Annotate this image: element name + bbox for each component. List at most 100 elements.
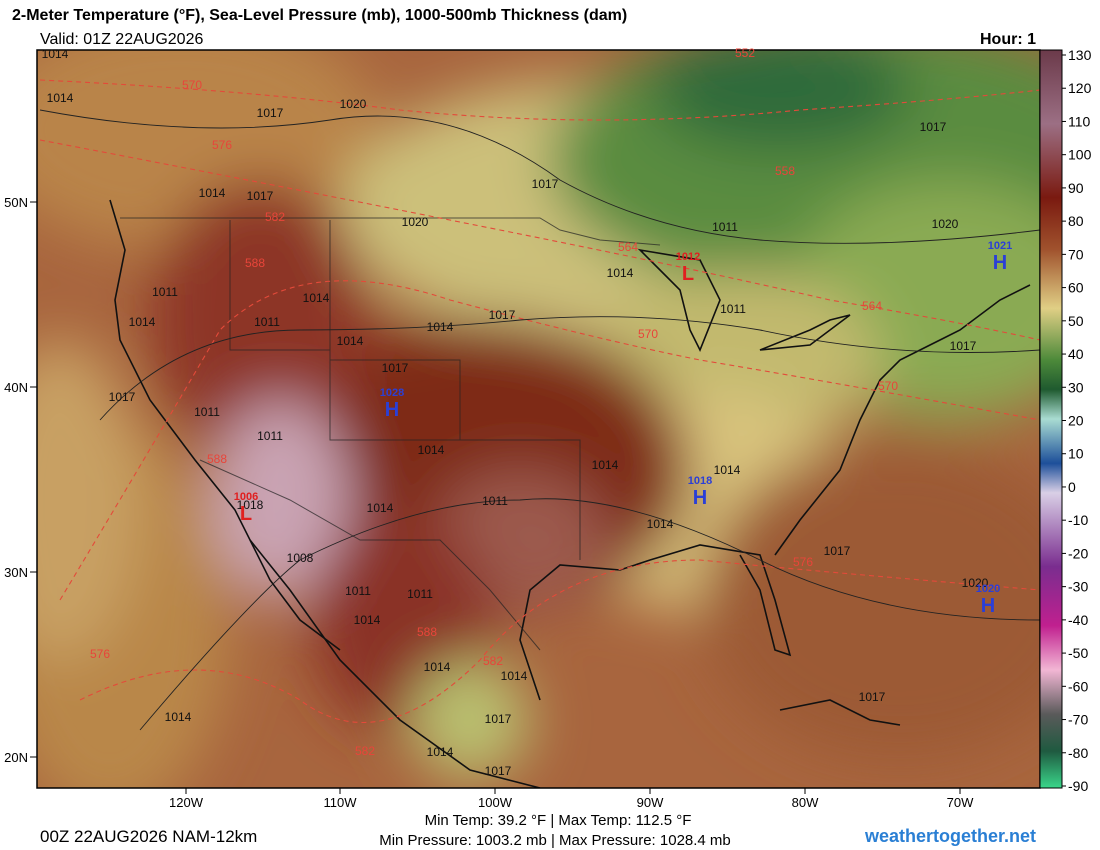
colorbar-label: 130 <box>1068 47 1092 63</box>
isobars <box>39 109 1040 731</box>
lon-label: 120W <box>169 795 204 810</box>
borders <box>120 217 661 651</box>
pressure-center-letter: L <box>682 263 694 285</box>
isobar-label: 1014 <box>427 320 454 334</box>
isobar-label: 1011 <box>254 315 280 329</box>
pressure-center-value: 1020 <box>976 583 1000 595</box>
colorbar-label: 50 <box>1068 313 1084 329</box>
isobar-label: 1014 <box>501 669 528 683</box>
thickness-label: 564 <box>618 240 638 254</box>
colorbar-label: 70 <box>1068 246 1084 262</box>
isobar-label: 1017 <box>824 544 851 558</box>
thickness-label: 588 <box>417 625 437 639</box>
isobar-label: 1017 <box>257 106 284 120</box>
colorbar-label: 110 <box>1068 113 1091 129</box>
colorbar-label: -30 <box>1068 579 1088 595</box>
isobar-label: 1020 <box>340 97 367 111</box>
isobar-label: 1011 <box>345 584 371 598</box>
forecast-hour: Hour: 1 <box>980 31 1036 48</box>
isobar-label: 1014 <box>165 710 192 724</box>
colorbar-label: -40 <box>1068 612 1088 628</box>
model-run: 00Z 22AUG2026 NAM-12km <box>40 827 257 846</box>
isobar-label: 1011 <box>257 429 283 443</box>
isobar-label: 1014 <box>714 463 741 477</box>
thickness-label: 588 <box>245 256 265 270</box>
thickness-label: 552 <box>735 46 755 60</box>
lon-label: 100W <box>478 795 513 810</box>
lat-label: 20N <box>4 750 28 765</box>
isobar-label: 1014 <box>354 613 381 627</box>
pressure-center-letter: H <box>981 595 995 617</box>
isobar-label: 1011 <box>720 302 746 316</box>
colorbar-label: 30 <box>1068 379 1084 395</box>
isobar-label: 1017 <box>489 308 516 322</box>
thickness-label: 564 <box>862 299 882 313</box>
pressure-center-value: 1018 <box>688 475 712 487</box>
pressure-center-value: 1021 <box>988 240 1012 252</box>
isobar-label: 1020 <box>962 576 989 590</box>
map-field <box>37 50 1040 788</box>
isobar-label: 1017 <box>109 390 136 404</box>
isobar-label: 1014 <box>367 501 394 515</box>
isobar-label: 1011 <box>407 587 433 601</box>
lon-label: 70W <box>947 795 974 810</box>
pressure-center-value: 1012 <box>676 251 700 263</box>
isobar-label: 1017 <box>920 120 947 134</box>
colorbar-label: -20 <box>1068 545 1088 561</box>
isobar-label: 1014 <box>427 745 454 759</box>
isobar-label: 1020 <box>932 217 959 231</box>
isobar-label: 1008 <box>287 551 314 565</box>
colorbar-label: -10 <box>1068 512 1088 528</box>
lat-label: 30N <box>4 565 28 580</box>
thickness-label: 588 <box>207 452 227 466</box>
thickness-label: 576 <box>793 555 813 569</box>
thickness-label: 582 <box>265 210 285 224</box>
thickness-label: 582 <box>355 744 375 758</box>
colorbar <box>1039 49 1063 789</box>
isobar-label: 1017 <box>532 177 559 191</box>
isobar-label: 1014 <box>199 186 226 200</box>
lon-label: 110W <box>324 795 358 810</box>
isobar-label: 1014 <box>607 266 634 280</box>
thickness-label: 570 <box>878 379 898 393</box>
colorbar-label: 0 <box>1068 479 1076 495</box>
coastlines <box>109 199 1031 788</box>
isobar-label: 1014 <box>337 334 364 348</box>
pressure-center-letter: H <box>993 252 1007 274</box>
isobar-label: 1014 <box>592 458 619 472</box>
title: 2-Meter Temperature (°F), Sea-Level Pres… <box>12 7 627 24</box>
isobar-label: 1014 <box>303 291 330 305</box>
site-credit: weathertogether.net <box>864 826 1036 846</box>
isobar-label: 1014 <box>129 315 156 329</box>
lon-label: 80W <box>792 795 819 810</box>
pressure-center-letter: H <box>385 399 399 421</box>
thickness-label: 558 <box>775 164 795 178</box>
isobar-label: 1011 <box>712 220 738 234</box>
isobar-label: 1020 <box>402 215 429 229</box>
colorbar-label: 100 <box>1068 147 1092 163</box>
colorbar-label: 40 <box>1068 346 1084 362</box>
isobar-label: 1011 <box>152 285 178 299</box>
colorbar-label: 60 <box>1068 280 1084 296</box>
pressure-center-value: 1006 <box>234 491 258 503</box>
lat-label: 40N <box>4 380 28 395</box>
isobar-label: 1017 <box>859 690 886 704</box>
isobar-label: 1014 <box>418 443 445 457</box>
colorbar-label: 80 <box>1068 213 1084 229</box>
thickness-label: 570 <box>638 327 658 341</box>
isobar-label: 1014 <box>47 91 74 105</box>
isobar-label: 1017 <box>485 712 512 726</box>
isobar-label: 1017 <box>247 189 274 203</box>
colorbar-label: -60 <box>1068 678 1088 694</box>
pressure-center-value: 1028 <box>380 387 404 399</box>
colorbar-label: 90 <box>1068 180 1084 196</box>
colorbar-label: -90 <box>1068 778 1088 794</box>
isobar-label: 1011 <box>482 494 508 508</box>
colorbar-label: -50 <box>1068 645 1088 661</box>
isobar-label: 1017 <box>950 339 977 353</box>
pressure-extremes: Min Pressure: 1003.2 mb | Max Pressure: … <box>379 832 731 849</box>
colorbar-label: 10 <box>1068 446 1084 462</box>
pressure-center-letter: L <box>240 503 252 525</box>
